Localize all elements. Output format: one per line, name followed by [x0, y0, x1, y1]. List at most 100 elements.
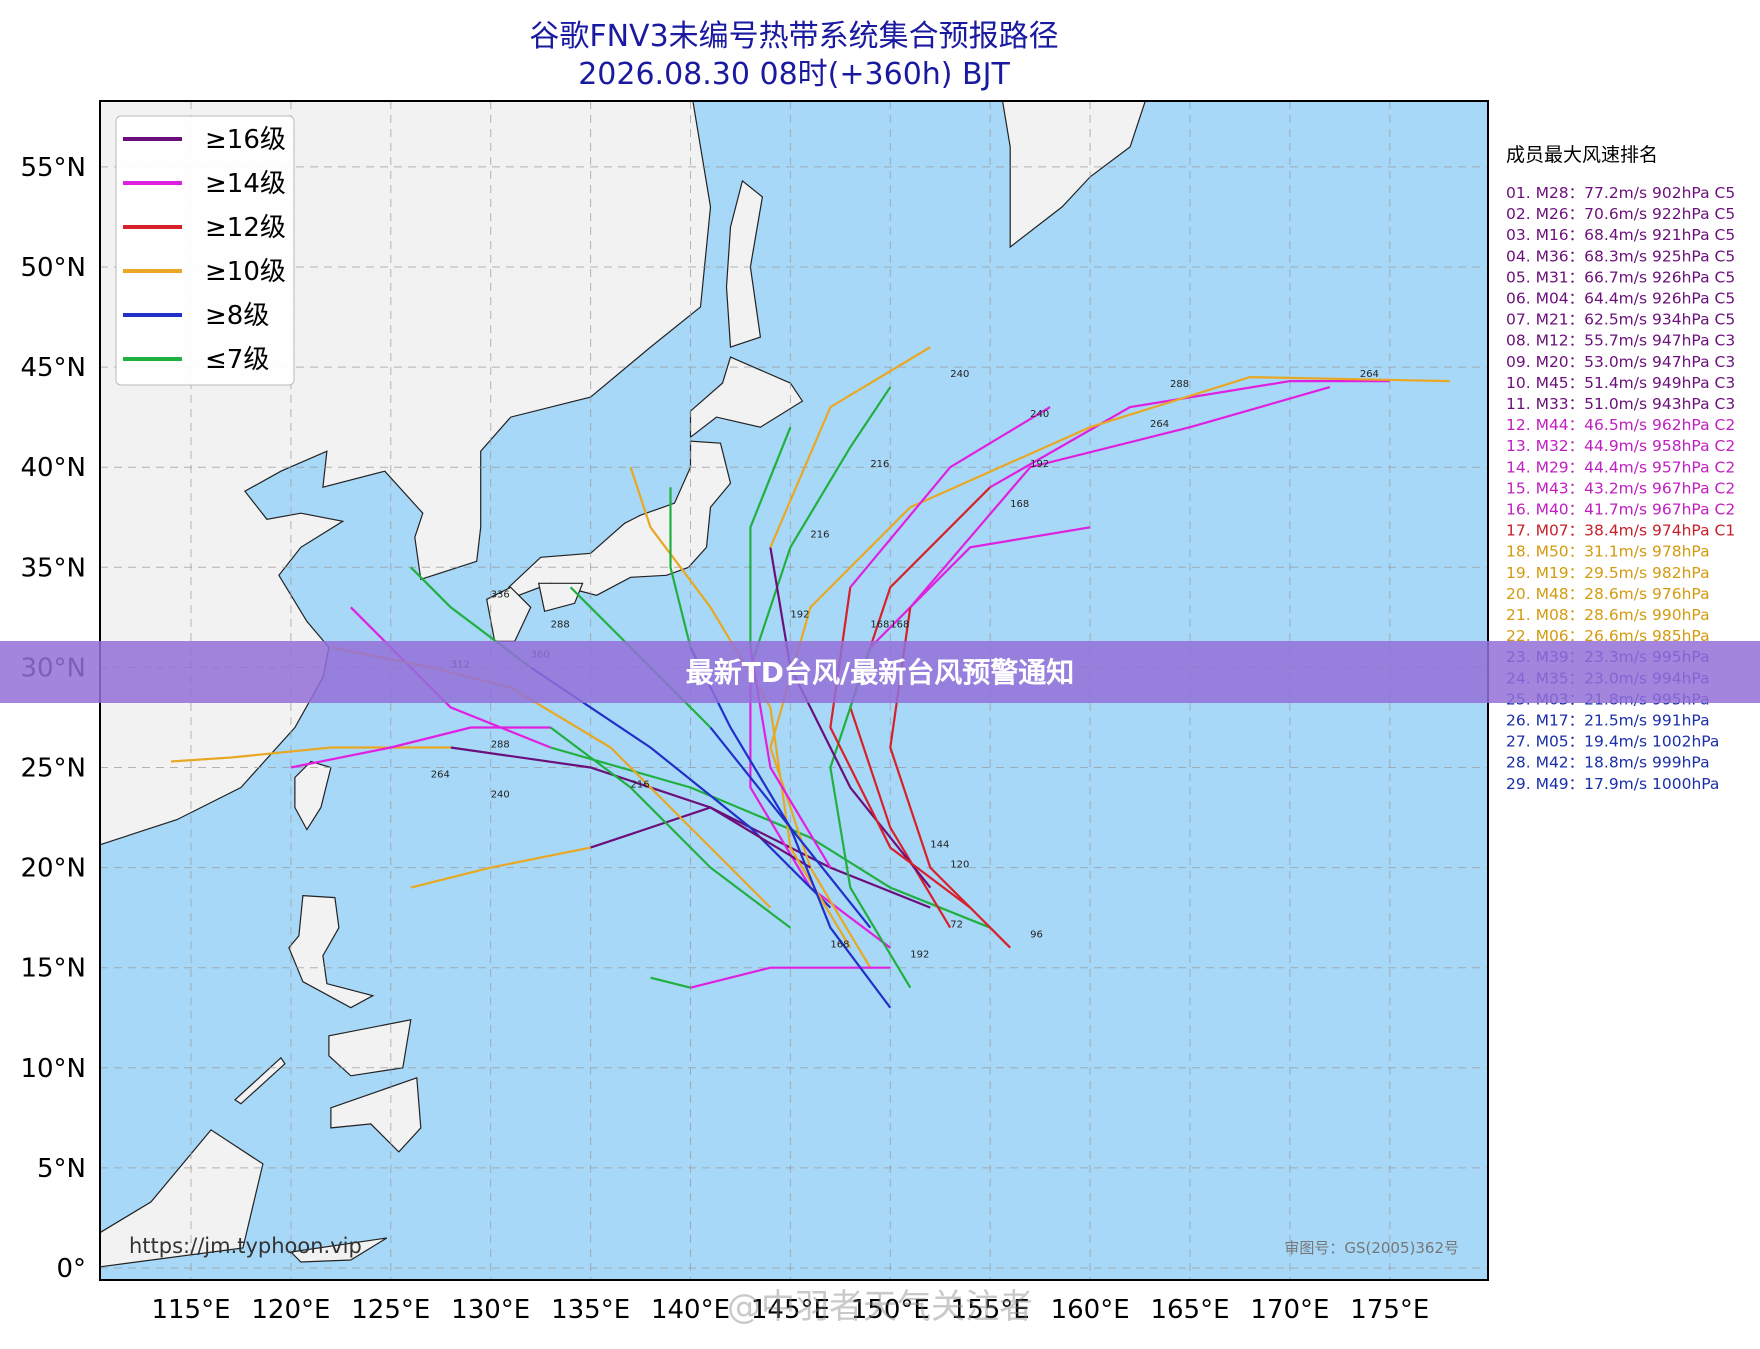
track: [749, 667, 891, 949]
landmass: [507, 440, 732, 596]
track: [989, 380, 1390, 489]
legend-label: ≥10级: [205, 257, 286, 287]
track: [410, 846, 591, 889]
lat-label: 55°N: [20, 153, 86, 183]
track-hour-label: 192: [1030, 459, 1049, 470]
lon-label: 120°E: [251, 1295, 330, 1325]
track: [669, 487, 692, 648]
track-hour-label: 264: [431, 770, 450, 781]
legend-label: ≥16级: [205, 125, 286, 155]
lon-label: 150°E: [851, 1295, 930, 1325]
ranking-item: 01. M28：77.2m/s 902hPa C5: [1506, 184, 1735, 202]
ranking-item: 26. M17：21.5m/s 991hPa: [1506, 712, 1710, 730]
track: [769, 547, 932, 889]
track-hour-label: 144: [930, 840, 949, 851]
track: [909, 386, 1331, 609]
legend-label: ≥8级: [205, 301, 269, 331]
subtitle: 2026.08.30 08时(+360h) BJT: [578, 57, 1010, 92]
landmass: [486, 586, 532, 643]
watermark: @中羽者天气关注者: [727, 1287, 1033, 1327]
ranking-item: 04. M36：68.3m/s 925hPa C5: [1506, 247, 1735, 265]
lon-label: 170°E: [1250, 1295, 1329, 1325]
ranking-item: 22. M06：26.6m/s 985hPa: [1506, 627, 1710, 645]
banner: [0, 641, 1760, 703]
legend-label: ≥12级: [205, 213, 286, 243]
approval-number: 审图号：GS(2005)362号: [1284, 1239, 1459, 1257]
track: [290, 726, 551, 769]
track-hour-label: 216: [870, 459, 889, 470]
track-hour-label: 240: [950, 369, 969, 380]
banner-text: 最新TD台风/最新台风预警通知: [686, 656, 1075, 689]
track: [690, 966, 891, 989]
track-hour-label: 288: [491, 739, 510, 750]
track: [769, 346, 931, 548]
lat-label: 40°N: [20, 453, 86, 483]
track: [530, 666, 832, 909]
ranking-item: 08. M12：55.7m/s 947hPa C3: [1506, 332, 1735, 350]
track: [590, 806, 811, 869]
ranking-item: 21. M08：28.6m/s 990hPa: [1506, 606, 1710, 624]
track-hour-label: 168: [1010, 499, 1029, 510]
track-hour-label: 168: [890, 619, 909, 630]
track: [549, 726, 792, 929]
track-hour-label: 216: [810, 529, 829, 540]
lat-label: 15°N: [20, 954, 86, 984]
ranking-item: 09. M20：53.0m/s 947hPa C3: [1506, 353, 1735, 371]
landmass: [1001, 101, 1146, 249]
title: 谷歌FNV3未编号热带系统集合预报路径: [529, 19, 1058, 54]
ranking-item: 15. M43：43.2m/s 967hPa C2: [1506, 479, 1735, 497]
landmass: [289, 1237, 388, 1263]
lon-label: 115°E: [151, 1295, 230, 1325]
ranking-item: 20. M48：28.6m/s 976hPa: [1506, 585, 1710, 603]
lat-label: 0°: [56, 1254, 86, 1284]
lon-label: 145°E: [751, 1295, 830, 1325]
track-hour-label: 264: [1150, 419, 1169, 430]
legend-label: ≥14级: [205, 169, 286, 199]
track-hour-label: 264: [1360, 369, 1379, 380]
track-hour-label: 240: [491, 790, 510, 801]
ranking-item: 14. M29：44.4m/s 957hPa C2: [1506, 458, 1735, 476]
lon-label: 160°E: [1051, 1295, 1130, 1325]
lat-label: 45°N: [20, 353, 86, 383]
ranking-item: 17. M07：38.4m/s 974hPa C1: [1506, 522, 1735, 540]
ranking: 成员最大风速排名 01. M28：77.2m/s 902hPa C5 02. M26…: [1506, 144, 1735, 793]
ranking-title: 成员最大风速排名: [1506, 144, 1658, 166]
lat-label: 10°N: [20, 1054, 86, 1084]
landmass: [234, 1056, 286, 1105]
track-hour-label: 120: [950, 860, 969, 871]
ranking-item: 13. M32：44.9m/s 958hPa C2: [1506, 437, 1735, 455]
ranking-item: 07. M21：62.5m/s 934hPa C5: [1506, 311, 1735, 329]
track: [829, 647, 912, 989]
landmass: [328, 1019, 412, 1077]
landmass: [100, 1129, 264, 1268]
legend: ≥16级 ≥14级 ≥12级 ≥10级 ≥8级 ≤7级: [123, 125, 286, 375]
lon-label: 155°E: [951, 1295, 1030, 1325]
track-hour-label: 96: [1030, 930, 1043, 941]
track: [909, 375, 1450, 509]
ranking-item: 03. M16：68.4m/s 921hPa C5: [1506, 226, 1735, 244]
landmass: [725, 179, 764, 348]
ranking-item: 18. M50：31.1m/s 978hPa: [1506, 543, 1710, 561]
ranking-item: 05. M31：66.7m/s 926hPa C5: [1506, 268, 1735, 286]
ranking-item: 19. M19：29.5m/s 982hPa: [1506, 564, 1710, 582]
ranking-item: 12. M44：46.5m/s 962hPa C2: [1506, 416, 1735, 434]
track-hour-label: 336: [491, 589, 510, 600]
ranking-item: 06. M04：64.4m/s 926hPa C5: [1506, 290, 1735, 308]
legend-label: ≤7级: [205, 345, 269, 375]
track: [650, 976, 691, 989]
track-hour-label: 288: [1170, 379, 1189, 390]
lon-label: 125°E: [351, 1295, 430, 1325]
track-hour-label: 168: [870, 619, 889, 630]
ranking-item: 29. M49：17.9m/s 1000hPa: [1506, 775, 1719, 793]
track: [550, 746, 991, 929]
track: [749, 426, 792, 648]
ranking-item: 10. M45：51.4m/s 949hPa C3: [1506, 374, 1735, 392]
lon-label: 135°E: [551, 1295, 630, 1325]
track-hour-label: 240: [1030, 409, 1049, 420]
track-hour-label: 192: [790, 609, 809, 620]
track: [769, 506, 912, 969]
lon-label: 175°E: [1350, 1295, 1429, 1325]
lat-label: 35°N: [20, 553, 86, 583]
track: [749, 386, 892, 668]
